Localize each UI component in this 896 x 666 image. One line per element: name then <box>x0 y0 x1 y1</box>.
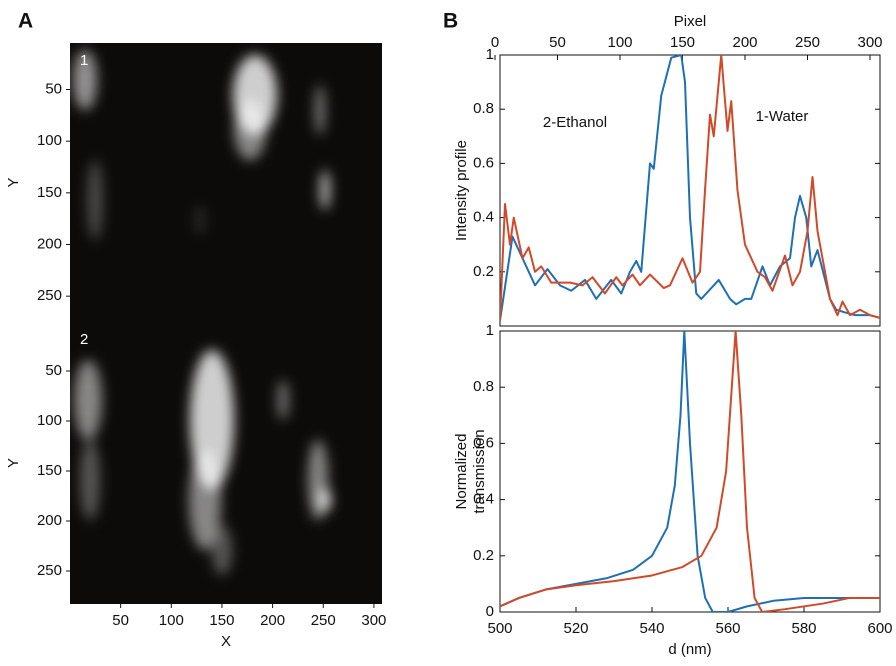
image-title: 2 <box>80 331 88 348</box>
y-axis-label: transmission <box>471 429 488 513</box>
x-tick-label: 50 <box>549 34 566 51</box>
x-tick-label: 250 <box>795 34 820 51</box>
plot-frame <box>499 54 881 327</box>
y-axis-label: Normalized <box>453 434 470 510</box>
y-tick-label: 0.6 <box>473 154 494 171</box>
x-axis-label: X <box>221 633 231 650</box>
x-tick-label: 50 <box>112 612 129 629</box>
x-tick-label: 600 <box>867 620 892 637</box>
x-tick-label: 500 <box>487 620 512 637</box>
x-tick-label: 200 <box>260 612 285 629</box>
y-axis-label: Intensity profile <box>453 140 470 241</box>
y-tick-label: 0.8 <box>473 100 494 117</box>
y-tick-label: 100 <box>37 132 62 149</box>
y-tick-label: 100 <box>37 412 62 429</box>
image-blob <box>189 450 221 550</box>
x-tick-label: 580 <box>791 620 816 637</box>
x-tick-label: 0 <box>491 34 499 51</box>
image-blob <box>212 525 232 575</box>
y-axis-label: Y <box>5 458 22 468</box>
image <box>70 43 382 322</box>
panel-label: B <box>443 10 458 33</box>
image-blob <box>315 85 325 135</box>
y-tick-label: 150 <box>37 184 62 201</box>
x-tick-label: 250 <box>311 612 336 629</box>
y-tick-label: 1 <box>486 46 494 63</box>
image-blob <box>74 360 102 440</box>
y-tick-label: 1 <box>486 322 494 339</box>
y-tick-label: 250 <box>37 287 62 304</box>
series-line <box>500 331 880 612</box>
x-tick-label: 560 <box>715 620 740 637</box>
series-line <box>500 331 880 612</box>
image-title: 1 <box>80 52 88 69</box>
plot-frame <box>499 330 881 613</box>
series-label: 1-Water <box>756 108 809 125</box>
y-tick-label: 0 <box>486 603 494 620</box>
y-tick-label: 0.2 <box>473 547 494 564</box>
y-tick-label: 0.8 <box>473 378 494 395</box>
x-tick-label: 300 <box>857 34 882 51</box>
plot-area <box>500 331 880 612</box>
image-blob <box>80 440 100 520</box>
x-tick-label: 300 <box>361 612 386 629</box>
x-tick-label: 200 <box>732 34 757 51</box>
series-line <box>500 55 880 321</box>
image-blob <box>197 205 203 235</box>
image-blob <box>277 380 289 420</box>
y-axis-label: Y <box>5 177 22 187</box>
y-tick-label: 200 <box>37 235 62 252</box>
x-tick-label: 520 <box>563 620 588 637</box>
x-tick-label: 100 <box>159 612 184 629</box>
y-tick-label: 50 <box>45 362 62 379</box>
x-tick-label: 100 <box>607 34 632 51</box>
x-tick-label: 150 <box>670 34 695 51</box>
image-blob <box>73 50 97 110</box>
panel-label: A <box>18 10 33 33</box>
image-content <box>74 350 331 575</box>
y-tick-label: 50 <box>45 80 62 97</box>
plot-area <box>500 55 880 321</box>
image-blob <box>234 100 266 160</box>
series-line <box>500 55 880 321</box>
image-blob <box>320 170 330 210</box>
x-tick-label: 150 <box>209 612 234 629</box>
y-tick-label: 0.2 <box>473 263 494 280</box>
series-label: 2-Ethanol <box>543 114 607 131</box>
y-tick-label: 150 <box>37 462 62 479</box>
image-blob <box>87 160 103 240</box>
y-tick-label: 250 <box>37 562 62 579</box>
image-content <box>73 50 330 240</box>
y-tick-label: 200 <box>37 512 62 529</box>
x-axis-label: Pixel <box>674 13 707 30</box>
y-tick-label: 0.6 <box>473 434 494 451</box>
y-tick-label: 0.4 <box>473 491 494 508</box>
image-blob <box>319 488 331 512</box>
x-axis-label: d (nm) <box>668 641 711 658</box>
x-tick-label: 540 <box>639 620 664 637</box>
y-tick-label: 0.4 <box>473 209 494 226</box>
